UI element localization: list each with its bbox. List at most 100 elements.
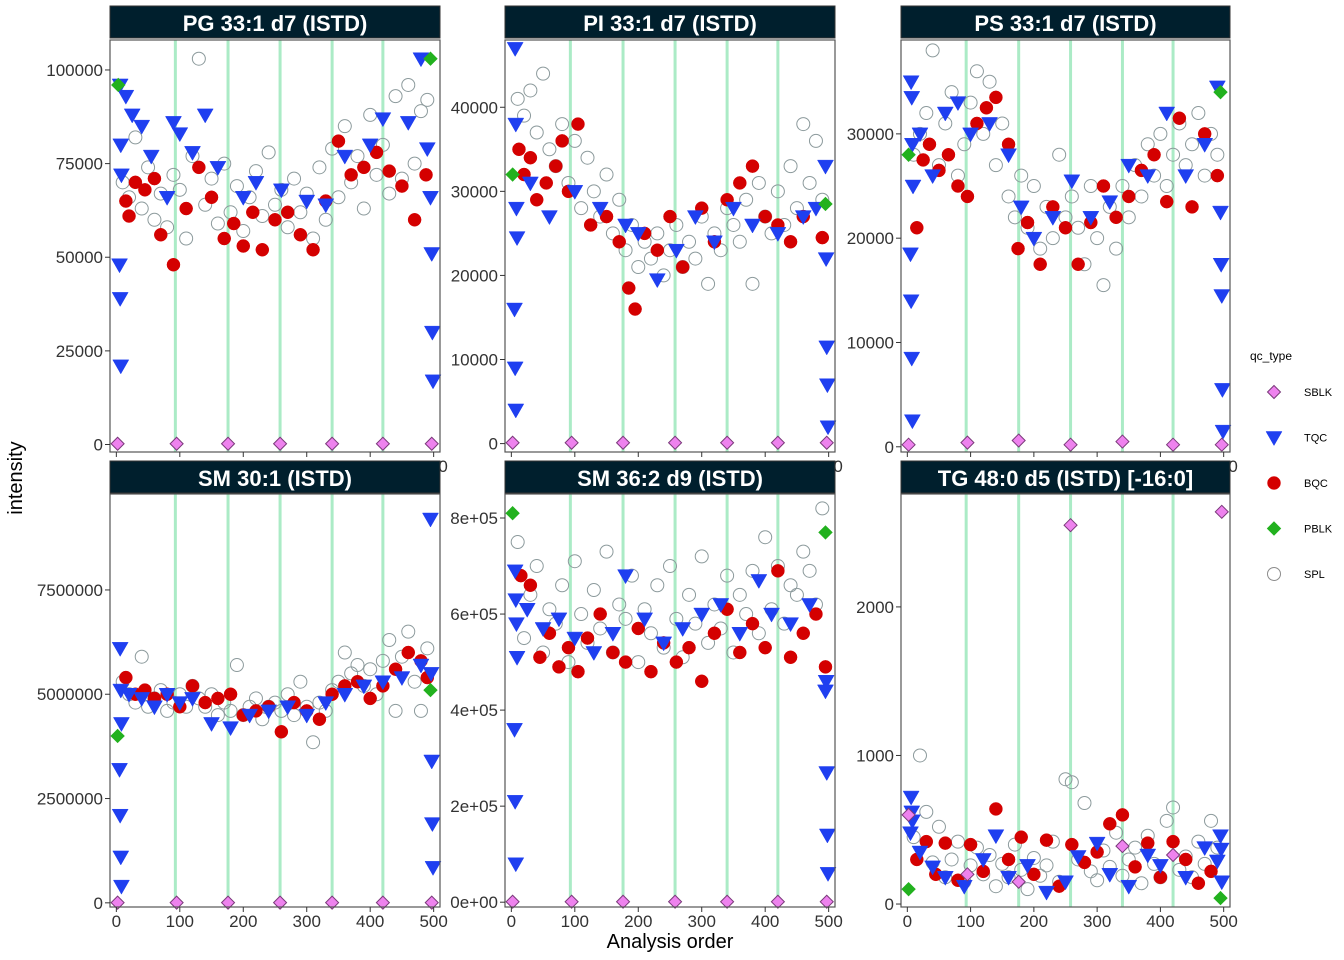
point-spl	[1172, 862, 1187, 877]
point-sblk	[424, 895, 439, 910]
point-tqc	[949, 96, 967, 112]
point-bqc	[185, 679, 200, 693]
x-tick-label: 200	[229, 912, 257, 931]
point-tqc	[145, 700, 163, 716]
x-axis-title: Analysis order	[607, 931, 734, 953]
point-spl	[586, 184, 601, 199]
y-tick-label: 20000	[847, 229, 894, 248]
legend-key-spl	[1267, 567, 1281, 581]
point-pblk	[111, 77, 126, 93]
point-sblk	[960, 867, 975, 882]
point-bqc	[663, 209, 677, 224]
point-spl	[925, 43, 940, 58]
point-tqc	[196, 108, 214, 124]
point-tqc	[279, 700, 297, 716]
facet-title: PI 33:1 d7 (ISTD)	[583, 11, 757, 36]
point-spl	[643, 626, 658, 641]
legend-item-pblk: PBLK	[1266, 521, 1333, 536]
point-spl	[536, 66, 551, 81]
point-bqc	[204, 190, 219, 205]
point-spl	[1159, 813, 1174, 828]
point-tqc	[924, 860, 942, 876]
point-tqc	[1212, 258, 1230, 273]
point-tqc	[904, 179, 922, 195]
point-spl	[963, 95, 978, 110]
point-spl	[751, 626, 766, 641]
point-tqc	[1044, 211, 1062, 226]
point-bqc	[1020, 215, 1035, 230]
point-spl	[128, 130, 143, 145]
point-tqc	[1208, 854, 1226, 870]
point-tqc	[1177, 871, 1195, 886]
facet-panel: PG 33:1 d7 (ISTD)02500050000750001000000…	[46, 5, 448, 476]
point-tqc	[111, 258, 128, 274]
legend-key-bqc	[1267, 476, 1281, 490]
x-tick-label: 200	[1020, 912, 1048, 931]
point-spl	[382, 186, 397, 201]
point-bqc	[555, 134, 569, 148]
point-bqc	[571, 117, 585, 131]
point-bqc	[395, 179, 409, 193]
point-tqc	[374, 675, 392, 691]
facet-strip	[504, 5, 836, 39]
point-bqc	[1115, 808, 1130, 822]
point-tqc	[317, 198, 335, 214]
point-spl	[223, 703, 238, 718]
point-bqc	[733, 645, 747, 660]
series-sblk	[110, 895, 439, 910]
plot-area	[110, 40, 440, 452]
point-spl	[1166, 800, 1181, 815]
point-bqc	[650, 243, 665, 257]
point-sblk	[667, 894, 683, 909]
facet-strip	[900, 5, 1231, 39]
facet-title: SM 30:1 (ISTD)	[198, 466, 352, 491]
point-tqc	[712, 598, 730, 613]
point-spl	[988, 158, 1003, 173]
y-tick-label: 50000	[56, 248, 103, 267]
point-bqc	[1014, 830, 1028, 844]
point-spl	[293, 674, 308, 689]
series-tqc	[902, 75, 1232, 440]
y-tick-label: 5000000	[37, 685, 103, 704]
point-bqc	[306, 242, 320, 257]
x-tick-label: 300	[1083, 912, 1111, 931]
point-spl	[969, 64, 984, 79]
panel-border	[109, 39, 441, 453]
point-sblk	[110, 436, 125, 451]
point-bqc	[606, 645, 620, 660]
point-bqc	[561, 640, 576, 655]
point-spl	[694, 549, 709, 564]
series-bqc	[119, 134, 433, 272]
point-tqc	[247, 176, 265, 191]
point-spl	[618, 611, 633, 626]
point-pblk	[901, 147, 916, 162]
point-tqc	[298, 194, 316, 210]
point-tqc	[1177, 169, 1195, 185]
point-spl	[388, 89, 403, 104]
point-spl	[919, 106, 934, 121]
point-bqc	[280, 205, 295, 220]
point-tqc	[111, 642, 129, 657]
point-tqc	[158, 687, 176, 703]
point-tqc	[1196, 138, 1214, 153]
point-tqc	[686, 210, 704, 226]
point-tqc	[750, 574, 768, 589]
point-bqc	[1191, 876, 1206, 890]
point-spl	[312, 160, 327, 175]
y-tick-label: 2e+05	[450, 797, 498, 816]
point-bqc	[644, 664, 658, 679]
point-bqc	[357, 160, 371, 175]
plot-area	[901, 40, 1230, 452]
point-tqc	[393, 671, 411, 687]
point-bqc	[223, 687, 238, 701]
point-spl	[567, 554, 582, 569]
point-tqc	[112, 850, 130, 866]
point-sblk	[505, 435, 520, 450]
point-tqc	[636, 612, 654, 628]
point-spl	[420, 92, 435, 107]
point-spl	[523, 83, 538, 98]
point-tqc	[112, 168, 130, 184]
point-bqc	[733, 176, 747, 190]
legend-label: TQC	[1304, 433, 1327, 445]
point-sblk	[819, 435, 834, 450]
